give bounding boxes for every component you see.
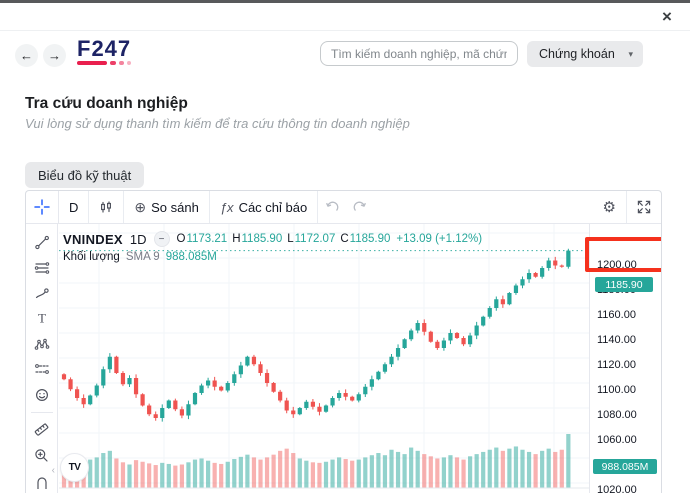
magnet-icon — [36, 477, 47, 489]
trend-line-icon — [34, 236, 49, 250]
crosshair-tool-button[interactable] — [26, 191, 59, 223]
toolbar-divider — [30, 411, 53, 413]
symbol-interval: 1D — [129, 231, 147, 247]
header-divider — [0, 30, 690, 31]
zoom-in-icon — [35, 449, 48, 462]
redo-icon — [353, 201, 367, 211]
y-axis-label: 1200.00 — [597, 259, 637, 271]
close-icon[interactable]: × — [662, 7, 672, 26]
back-arrow-icon: ← — [20, 48, 33, 63]
fullscreen-button[interactable] — [627, 191, 661, 223]
category-dropdown[interactable]: Chứng khoán ▾ — [527, 41, 643, 67]
back-button[interactable]: ← — [15, 44, 38, 67]
ohlc-values: O1173.21 H1185.90 L1172.07 C1185.90 +13.… — [176, 233, 483, 245]
y-axis-label: 1100.00 — [597, 384, 636, 396]
gear-icon: ⚙ — [602, 198, 616, 216]
compare-button[interactable]: ⊕ So sánh — [124, 191, 208, 223]
y-axis-label: 1080.00 — [597, 409, 637, 421]
zoom-in-tool[interactable] — [29, 443, 55, 467]
forward-button[interactable]: → — [43, 44, 66, 67]
search-input[interactable] — [320, 41, 518, 66]
legend-collapse-button[interactable]: − — [153, 231, 170, 247]
volume-label: Khối lượng — [63, 251, 120, 263]
fib-retracement-tool[interactable] — [29, 255, 55, 279]
drawing-toolbar: T — [26, 224, 58, 493]
svg-text:T: T — [38, 311, 46, 326]
logo-bar — [77, 61, 107, 65]
toolbar-collapse-icon[interactable]: ‹ — [51, 465, 55, 476]
forecast-tool[interactable] — [29, 357, 55, 381]
text-tool[interactable]: T — [29, 306, 55, 330]
xabcd-pattern-icon — [34, 338, 49, 350]
trend-line-tool[interactable] — [29, 230, 55, 254]
y-axis-label: 1120.00 — [597, 359, 636, 371]
crosshair-icon — [34, 199, 50, 215]
xabcd-pattern-tool[interactable] — [29, 332, 55, 356]
measure-tool[interactable] — [29, 418, 55, 442]
logo-underline — [77, 61, 131, 65]
fullscreen-icon — [637, 200, 651, 214]
chart-legend: VNINDEX 1D − O1173.21 H1185.90 L1172.07 … — [63, 231, 482, 263]
chart-style-button[interactable] — [89, 191, 123, 223]
tradingview-logo[interactable]: TV — [60, 453, 89, 482]
y-axis-label: 1160.00 — [597, 309, 636, 321]
volume-value: 988.085M — [165, 251, 217, 263]
fx-icon: ƒx — [219, 199, 234, 215]
sma-label: SMA 9 — [125, 251, 160, 263]
indicators-button[interactable]: ƒx Các chỉ báo — [210, 191, 317, 223]
text-icon: T — [38, 311, 46, 326]
window-top-strip — [0, 0, 690, 3]
candlestick-chart-canvas[interactable] — [59, 224, 589, 493]
indicators-label: Các chỉ báo — [238, 199, 308, 215]
plus-circle-icon: ⊕ — [134, 199, 147, 215]
candlestick-style-icon — [101, 201, 112, 213]
page-subtitle: Vui lòng sử dụng thanh tìm kiếm để tra c… — [25, 116, 410, 131]
y-axis-label: 1140.00 — [597, 334, 636, 346]
redo-button[interactable] — [346, 191, 374, 223]
chart-settings-button[interactable]: ⚙ — [593, 191, 626, 223]
page-title: Tra cứu doanh nghiệp — [25, 95, 188, 112]
ruler-icon — [34, 423, 49, 437]
volume-legend: Khối lượng SMA 9 988.085M — [63, 251, 482, 263]
symbol-name[interactable]: VNINDEX — [63, 231, 123, 247]
brush-icon — [35, 288, 49, 299]
last-price-badge: 1185.90 — [595, 277, 653, 292]
forecast-icon — [34, 364, 49, 375]
dropdown-value: Chứng khoán — [539, 47, 615, 61]
brush-tool[interactable] — [29, 281, 55, 305]
undo-button[interactable] — [318, 191, 346, 223]
chart-toolbar: D ⊕ So sánh ƒx Các chỉ báo — [26, 191, 661, 224]
y-axis-label: 1060.00 — [597, 434, 637, 446]
forward-arrow-icon: → — [48, 48, 61, 63]
y-axis-label: 1020.00 — [597, 484, 637, 493]
change-value: +13.09 (+1.12%) — [396, 233, 483, 245]
volume-badge: 988.085M — [593, 459, 657, 474]
interval-button[interactable]: D — [59, 191, 88, 223]
undo-icon — [326, 201, 339, 211]
logo-text: F247 — [77, 36, 132, 61]
price-scale[interactable]: 1000.001020.001040.001060.001080.001100.… — [589, 224, 661, 493]
chart-panel: D ⊕ So sánh ƒx Các chỉ báo — [25, 190, 662, 493]
emoji-icon — [35, 388, 48, 401]
chevron-down-icon: ▾ — [628, 48, 633, 59]
f247-logo[interactable]: F247 — [77, 36, 132, 65]
emoji-tool[interactable] — [29, 382, 55, 406]
tab-technical-chart[interactable]: Biểu đồ kỹ thuật — [25, 162, 145, 188]
magnet-tool[interactable] — [29, 469, 55, 493]
compare-label: So sánh — [151, 199, 199, 215]
fib-retracement-icon — [34, 261, 49, 274]
